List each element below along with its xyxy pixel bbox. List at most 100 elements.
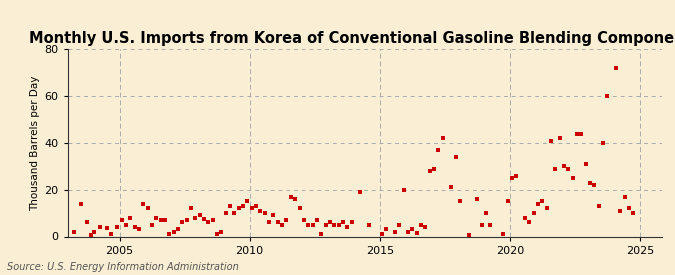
Point [628, 211, 639, 215]
Point [576, 131, 587, 136]
Point [411, 231, 422, 235]
Point [168, 230, 179, 234]
Point [294, 206, 305, 211]
Point [454, 199, 465, 204]
Point [589, 183, 600, 187]
Point [198, 217, 209, 221]
Point [485, 223, 495, 227]
Point [580, 162, 591, 166]
Point [437, 136, 448, 141]
Point [325, 220, 335, 225]
Point [238, 204, 248, 208]
Point [234, 206, 244, 211]
Point [394, 223, 404, 227]
Point [298, 218, 309, 222]
Point [416, 223, 427, 227]
Point [69, 230, 80, 234]
Point [229, 211, 240, 215]
Point [477, 223, 487, 227]
Point [381, 227, 392, 232]
Point [212, 232, 223, 236]
Point [481, 211, 491, 215]
Point [585, 180, 595, 185]
Point [563, 166, 574, 171]
Point [433, 148, 443, 152]
Point [342, 225, 352, 229]
Point [533, 202, 543, 206]
Point [611, 66, 622, 70]
Point [363, 223, 374, 227]
Point [86, 233, 97, 238]
Point [134, 227, 144, 232]
Point [75, 202, 86, 206]
Point [615, 208, 626, 213]
Point [164, 232, 175, 236]
Title: Monthly U.S. Imports from Korea of Conventional Gasoline Blending Components: Monthly U.S. Imports from Korea of Conve… [29, 31, 675, 46]
Point [420, 225, 431, 229]
Point [151, 216, 162, 220]
Point [398, 188, 409, 192]
Point [259, 211, 270, 215]
Point [446, 185, 457, 190]
Point [116, 218, 127, 222]
Point [160, 218, 171, 222]
Point [142, 206, 153, 211]
Point [281, 218, 292, 222]
Point [429, 166, 439, 171]
Text: Source: U.S. Energy Information Administration: Source: U.S. Energy Information Administ… [7, 262, 238, 272]
Point [250, 204, 261, 208]
Point [177, 220, 188, 225]
Point [329, 223, 340, 227]
Point [290, 197, 300, 201]
Point [246, 206, 257, 211]
Point [82, 220, 92, 225]
Point [472, 197, 483, 201]
Point [95, 225, 105, 229]
Point [268, 213, 279, 218]
Point [112, 225, 123, 229]
Point [182, 218, 192, 222]
Point [190, 216, 201, 220]
Y-axis label: Thousand Barrels per Day: Thousand Barrels per Day [30, 75, 40, 211]
Point [407, 227, 418, 232]
Point [225, 204, 236, 208]
Point [207, 218, 218, 222]
Point [273, 220, 284, 225]
Point [597, 141, 608, 145]
Point [498, 232, 509, 236]
Point [242, 199, 253, 204]
Point [203, 220, 214, 225]
Point [541, 206, 552, 211]
Point [554, 136, 565, 141]
Point [138, 202, 148, 206]
Point [194, 213, 205, 218]
Point [146, 223, 157, 227]
Point [624, 206, 634, 211]
Point [264, 220, 275, 225]
Point [311, 218, 322, 222]
Point [186, 206, 196, 211]
Point [502, 199, 513, 204]
Point [155, 218, 166, 222]
Point [173, 227, 184, 232]
Point [216, 230, 227, 234]
Point [346, 220, 357, 225]
Point [450, 155, 461, 159]
Point [620, 195, 630, 199]
Point [333, 223, 344, 227]
Point [593, 204, 604, 208]
Point [355, 190, 366, 194]
Point [537, 199, 547, 204]
Point [550, 166, 561, 171]
Point [567, 176, 578, 180]
Point [511, 174, 522, 178]
Point [303, 223, 314, 227]
Point [545, 138, 556, 143]
Point [316, 232, 327, 236]
Point [121, 223, 132, 227]
Point [105, 232, 116, 236]
Point [402, 230, 413, 234]
Point [338, 220, 348, 225]
Point [559, 164, 570, 169]
Point [130, 225, 140, 229]
